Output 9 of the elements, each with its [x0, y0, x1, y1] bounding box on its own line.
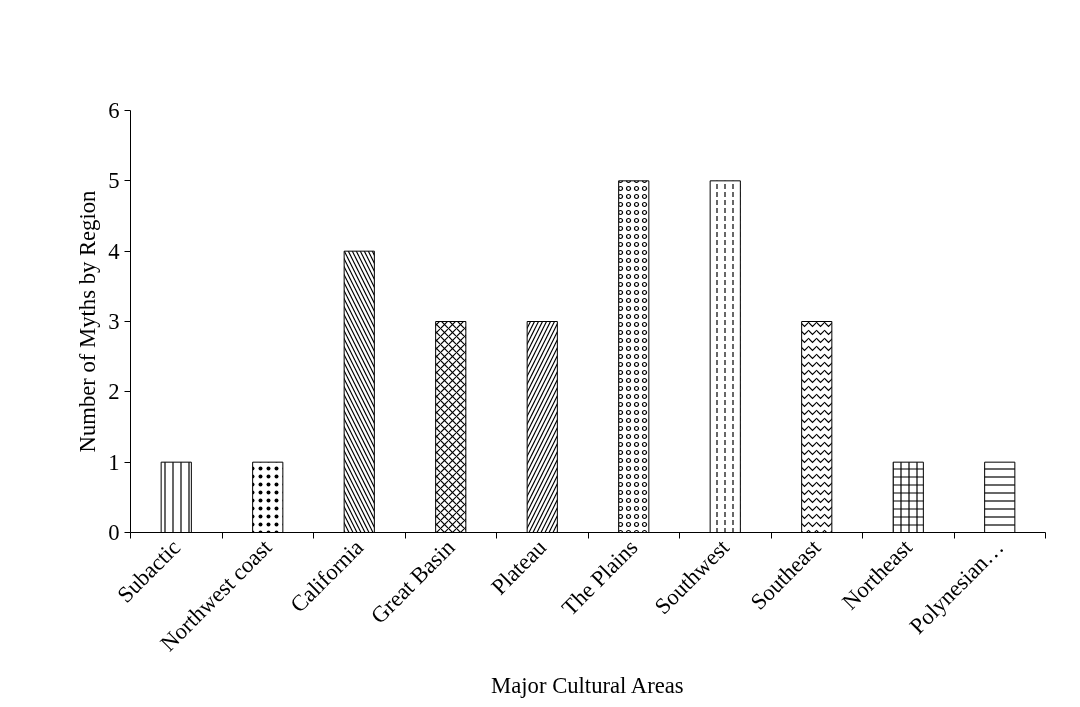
- y-tick-label: 1: [108, 449, 120, 475]
- y-tick-label: 0: [108, 520, 120, 545]
- y-tick-label: 6: [108, 98, 120, 123]
- y-tick-label: 2: [108, 379, 120, 405]
- y-tick-label: 5: [108, 168, 120, 194]
- y-axis-title: Number of Myths by Region: [75, 190, 101, 453]
- y-tick-label: 4: [108, 238, 120, 264]
- x-axis-title: Major Cultural Areas: [491, 672, 684, 698]
- y-tick-label: 3: [108, 309, 120, 334]
